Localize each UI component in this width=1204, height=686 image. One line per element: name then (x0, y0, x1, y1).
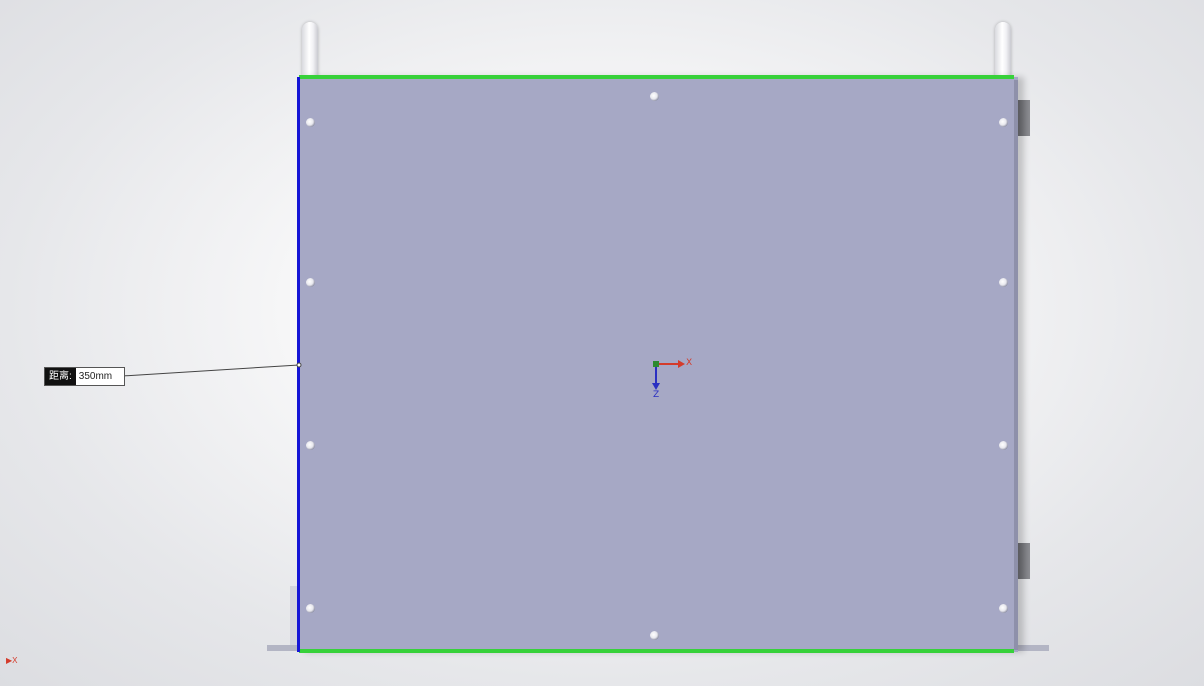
flange-right[interactable] (1015, 645, 1049, 651)
mini-axis-label: X (12, 656, 18, 665)
z-axis-label: Z (653, 390, 660, 400)
mounting-hole[interactable] (306, 604, 315, 613)
mounting-hole[interactable] (999, 604, 1008, 613)
mounting-hole[interactable] (650, 631, 659, 640)
mounting-hole[interactable] (999, 441, 1008, 450)
coordinate-triad-icon: X Z (648, 358, 698, 403)
mounting-hole[interactable] (650, 92, 659, 101)
coordinate-triad-svg (652, 360, 685, 390)
flange-left[interactable] (267, 645, 299, 651)
mounting-hole[interactable] (306, 118, 315, 127)
mounting-hole[interactable] (306, 278, 315, 287)
distance-value[interactable]: 350mm (78, 371, 113, 382)
mounting-hole[interactable] (999, 278, 1008, 287)
mini-axis-icon: ▶X (6, 656, 18, 665)
panel-right-edge (1014, 80, 1018, 650)
left-handle[interactable] (302, 22, 318, 78)
selected-edge-top[interactable] (299, 75, 1014, 79)
mounting-hole[interactable] (999, 118, 1008, 127)
mounting-hole[interactable] (306, 441, 315, 450)
origin-point-icon (653, 361, 659, 367)
selected-edge-bottom[interactable] (299, 649, 1014, 653)
side-bracket-top[interactable] (1017, 100, 1030, 136)
distance-dimension-box[interactable]: 距离: 350mm (44, 367, 126, 386)
right-handle[interactable] (995, 22, 1011, 78)
x-axis-label: X (686, 358, 693, 368)
distance-label: 距离: (45, 368, 76, 385)
side-bracket-bottom[interactable] (1017, 543, 1030, 579)
flange-stub (290, 586, 300, 646)
